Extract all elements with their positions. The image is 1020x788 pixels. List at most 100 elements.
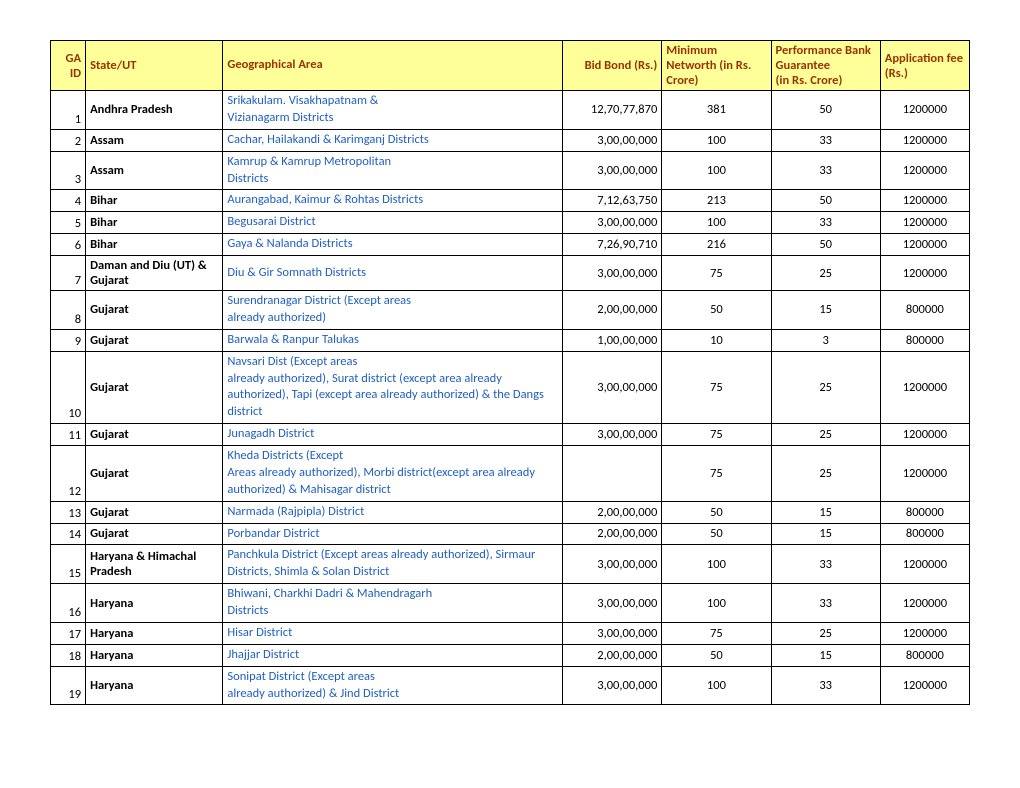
cell-networth: 75 <box>662 351 771 424</box>
cell-networth: 50 <box>662 501 771 523</box>
cell-id: 13 <box>51 501 86 523</box>
cell-perf: 25 <box>771 351 880 424</box>
cell-bid: 2,00,00,000 <box>563 644 662 666</box>
header-bid: Bid Bond (Rs.) <box>563 41 662 91</box>
cell-networth: 75 <box>662 446 771 502</box>
table-row: 16HaryanaBhiwani, Charkhi Dadri & Mahend… <box>51 584 970 623</box>
cell-bid: 12,70,77,870 <box>563 91 662 130</box>
cell-state: Bihar <box>86 234 223 256</box>
cell-perf: 33 <box>771 151 880 190</box>
header-networth: Minimum Networth (in Rs. Crore) <box>662 41 771 91</box>
table-row: 14GujaratPorbandar District2,00,00,00050… <box>51 523 970 545</box>
table-row: 13GujaratNarmada (Rajpipla) District2,00… <box>51 501 970 523</box>
cell-geo: Bhiwani, Charkhi Dadri & Mahendragarh Di… <box>223 584 563 623</box>
cell-state: Gujarat <box>86 446 223 502</box>
table-row: 18HaryanaJhajjar District2,00,00,0005015… <box>51 644 970 666</box>
cell-bid: 2,00,00,000 <box>563 501 662 523</box>
table-row: 6BiharGaya & Nalanda Districts7,26,90,71… <box>51 234 970 256</box>
table-body: 1Andhra PradeshSrikakulam. Visakhapatnam… <box>51 91 970 705</box>
cell-perf: 15 <box>771 644 880 666</box>
cell-networth: 213 <box>662 190 771 212</box>
cell-id: 15 <box>51 545 86 584</box>
cell-id: 2 <box>51 129 86 151</box>
cell-bid: 1,00,00,000 <box>563 329 662 351</box>
cell-bid: 3,00,00,000 <box>563 129 662 151</box>
cell-geo: Panchkula District (Except areas already… <box>223 545 563 584</box>
cell-networth: 381 <box>662 91 771 130</box>
cell-perf: 50 <box>771 91 880 130</box>
cell-networth: 75 <box>662 256 771 291</box>
cell-appfee: 1200000 <box>880 584 969 623</box>
cell-networth: 100 <box>662 151 771 190</box>
cell-bid: 7,26,90,710 <box>563 234 662 256</box>
table-row: 11GujaratJunagadh District3,00,00,000752… <box>51 424 970 446</box>
cell-id: 11 <box>51 424 86 446</box>
table-row: 5BiharBegusarai District3,00,00,00010033… <box>51 212 970 234</box>
cell-appfee: 1200000 <box>880 666 969 705</box>
cell-perf: 33 <box>771 212 880 234</box>
header-appfee: Application fee (Rs.) <box>880 41 969 91</box>
cell-appfee: 800000 <box>880 329 969 351</box>
cell-bid: 3,00,00,000 <box>563 545 662 584</box>
cell-perf: 50 <box>771 190 880 212</box>
header-ga-id: GA ID <box>51 41 86 91</box>
cell-id: 14 <box>51 523 86 545</box>
header-perf: Performance Bank Guarantee (in Rs. Crore… <box>771 41 880 91</box>
cell-geo: Narmada (Rajpipla) District <box>223 501 563 523</box>
cell-networth: 100 <box>662 212 771 234</box>
cell-id: 16 <box>51 584 86 623</box>
cell-state: Haryana & Himachal Pradesh <box>86 545 223 584</box>
table-row: 19HaryanaSonipat District (Except areas … <box>51 666 970 705</box>
cell-appfee: 1200000 <box>880 256 969 291</box>
table-row: 12GujaratKheda Districts (Except Areas a… <box>51 446 970 502</box>
cell-state: Bihar <box>86 212 223 234</box>
cell-state: Gujarat <box>86 351 223 424</box>
header-state: State/UT <box>86 41 223 91</box>
cell-networth: 75 <box>662 622 771 644</box>
cell-appfee: 1200000 <box>880 212 969 234</box>
cell-appfee: 800000 <box>880 644 969 666</box>
cell-state: Andhra Pradesh <box>86 91 223 130</box>
cell-networth: 50 <box>662 523 771 545</box>
cell-perf: 25 <box>771 446 880 502</box>
cell-state: Haryana <box>86 584 223 623</box>
table-row: 3AssamKamrup & Kamrup Metropolitan Distr… <box>51 151 970 190</box>
cell-geo: Jhajjar District <box>223 644 563 666</box>
cell-appfee: 1200000 <box>880 234 969 256</box>
cell-bid: 3,00,00,000 <box>563 622 662 644</box>
cell-bid: 2,00,00,000 <box>563 291 662 330</box>
cell-state: Daman and Diu (UT) & Gujarat <box>86 256 223 291</box>
cell-appfee: 800000 <box>880 523 969 545</box>
cell-id: 18 <box>51 644 86 666</box>
cell-id: 8 <box>51 291 86 330</box>
cell-perf: 25 <box>771 256 880 291</box>
cell-state: Bihar <box>86 190 223 212</box>
cell-geo: Porbandar District <box>223 523 563 545</box>
cell-id: 6 <box>51 234 86 256</box>
cell-id: 9 <box>51 329 86 351</box>
cell-geo: Diu & Gir Somnath Districts <box>223 256 563 291</box>
table-row: 15Haryana & Himachal PradeshPanchkula Di… <box>51 545 970 584</box>
cell-perf: 25 <box>771 424 880 446</box>
cell-geo: Srikakulam. Visakhapatnam & Vizianagarm … <box>223 91 563 130</box>
cell-perf: 33 <box>771 584 880 623</box>
table-row: 4BiharAurangabad, Kaimur & Rohtas Distri… <box>51 190 970 212</box>
cell-geo: Sonipat District (Except areas already a… <box>223 666 563 705</box>
cell-perf: 15 <box>771 523 880 545</box>
cell-id: 5 <box>51 212 86 234</box>
cell-geo: Hisar District <box>223 622 563 644</box>
cell-id: 1 <box>51 91 86 130</box>
cell-state: Gujarat <box>86 523 223 545</box>
cell-geo: Barwala & Ranpur Talukas <box>223 329 563 351</box>
cell-networth: 100 <box>662 545 771 584</box>
cell-appfee: 1200000 <box>880 622 969 644</box>
cell-id: 10 <box>51 351 86 424</box>
cell-id: 4 <box>51 190 86 212</box>
cell-state: Gujarat <box>86 291 223 330</box>
cell-appfee: 1200000 <box>880 351 969 424</box>
cell-geo: Gaya & Nalanda Districts <box>223 234 563 256</box>
cell-appfee: 1200000 <box>880 545 969 584</box>
cell-bid: 7,12,63,750 <box>563 190 662 212</box>
cell-geo: Junagadh District <box>223 424 563 446</box>
cell-id: 19 <box>51 666 86 705</box>
